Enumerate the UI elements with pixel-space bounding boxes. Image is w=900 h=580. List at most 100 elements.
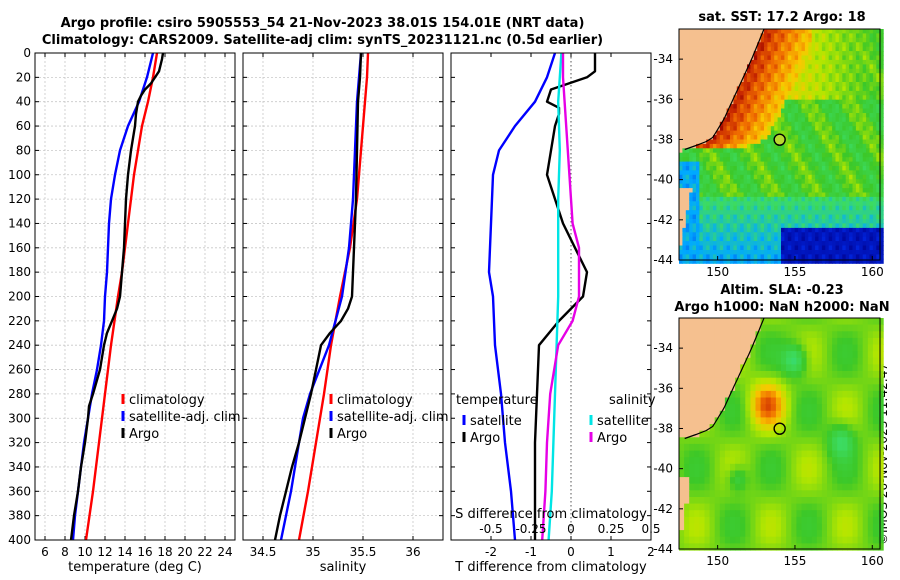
map-cell	[852, 183, 857, 189]
map-cell	[702, 174, 707, 180]
map-cell	[821, 46, 826, 52]
map-cell	[685, 55, 690, 61]
map-cell	[735, 536, 741, 544]
map-cell	[679, 135, 683, 141]
map-cell	[849, 161, 854, 167]
map-cell	[764, 113, 768, 118]
map-cell	[794, 86, 799, 92]
map-cell	[702, 192, 707, 198]
map-cell	[730, 42, 734, 48]
map-cell	[702, 241, 707, 247]
map-cell	[745, 364, 751, 372]
map-cell	[857, 543, 864, 551]
map-cell	[796, 424, 803, 432]
map-cell	[724, 377, 731, 385]
map-cell	[767, 254, 772, 260]
map-cell	[724, 510, 731, 518]
map-cell	[730, 371, 736, 379]
map-cell	[855, 232, 860, 238]
map-cell	[767, 174, 772, 180]
map-cell	[837, 543, 843, 551]
map-cell	[791, 77, 796, 83]
map-cell	[862, 424, 869, 432]
map-cell	[878, 470, 884, 478]
map-cell	[679, 223, 683, 229]
map-cell	[753, 82, 758, 87]
map-cell	[872, 143, 877, 149]
map-cell	[859, 99, 864, 105]
map-cell	[879, 29, 884, 34]
map-cell	[838, 42, 843, 48]
map-cell	[867, 337, 874, 346]
map-cell	[740, 95, 745, 101]
map-cell	[777, 37, 782, 43]
map-cell	[801, 371, 808, 379]
map-cell	[855, 250, 860, 255]
map-cell	[842, 344, 848, 352]
map-cell	[862, 223, 867, 229]
map-cell	[713, 236, 717, 242]
map-cell	[709, 470, 716, 478]
map-cell	[866, 254, 871, 260]
map-cell	[837, 523, 843, 531]
map-cell	[828, 205, 833, 211]
map-cell	[828, 227, 833, 233]
map-cell	[866, 236, 871, 242]
map-y-tick-label: -40	[653, 173, 673, 187]
map-cell	[679, 254, 683, 260]
map-cell	[849, 37, 854, 43]
map-cell	[736, 42, 741, 48]
map-cell	[872, 117, 877, 123]
map-cell	[862, 121, 867, 127]
map-cell	[692, 55, 697, 61]
map-cell	[872, 371, 879, 379]
map-cell	[692, 46, 697, 52]
map-cell	[743, 152, 748, 158]
map-cell	[747, 104, 751, 110]
y-tick-label: 80	[16, 143, 31, 157]
map-cell	[818, 245, 823, 251]
map-cell	[750, 188, 755, 194]
map-cell	[753, 148, 758, 154]
map-cell	[832, 523, 838, 531]
map-cell	[716, 99, 721, 105]
map-cell	[753, 192, 758, 198]
map-cell	[798, 64, 803, 70]
map-cell	[740, 59, 745, 65]
map-cell	[699, 417, 706, 425]
map-cell	[827, 397, 833, 405]
map-cell	[879, 113, 884, 118]
map-cell	[719, 183, 724, 189]
map-cell	[735, 344, 741, 352]
map-cell	[791, 357, 797, 365]
map-cell	[775, 510, 782, 518]
map-cell	[692, 227, 697, 233]
map-cell	[692, 37, 697, 43]
map-cell	[740, 450, 746, 458]
map-cell	[706, 250, 711, 255]
map-cell	[818, 113, 823, 118]
map-cell	[755, 503, 762, 511]
map-cell	[869, 29, 874, 34]
map-cell	[862, 183, 867, 189]
map-cell	[852, 536, 859, 544]
map-cell	[804, 250, 809, 255]
map-cell	[704, 344, 711, 352]
map-cell	[740, 371, 746, 379]
map-cell	[791, 424, 797, 432]
map-cell	[801, 113, 806, 118]
map-cell	[818, 192, 823, 198]
map-cell	[838, 99, 843, 105]
map-cell	[821, 457, 828, 465]
map-cell	[735, 357, 741, 365]
map-cell	[787, 86, 792, 92]
map-cell	[735, 470, 741, 478]
map-cell	[726, 179, 731, 185]
map-cell	[845, 170, 850, 176]
x2-tick-label: -0.25	[515, 522, 546, 536]
map-cell	[847, 331, 854, 339]
map-cell	[791, 152, 796, 158]
map-cell	[767, 33, 772, 39]
map-cell	[825, 241, 830, 247]
map-cell	[845, 236, 850, 242]
